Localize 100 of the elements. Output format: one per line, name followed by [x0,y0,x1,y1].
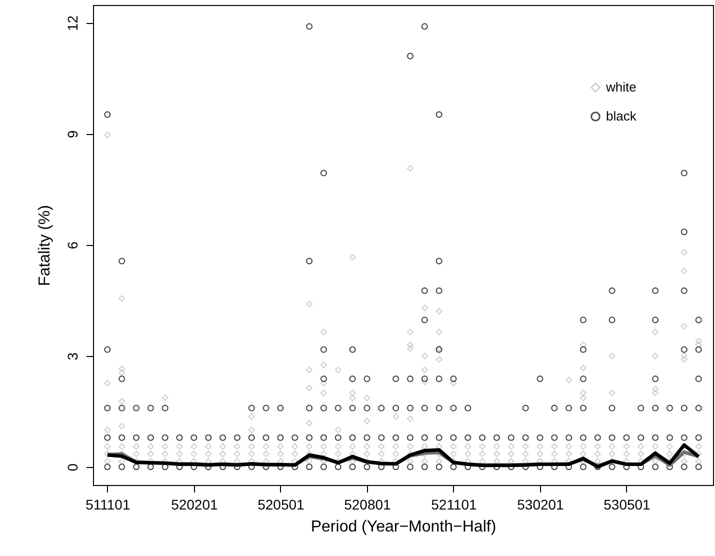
point [364,404,370,412]
point [695,443,702,450]
point [320,443,327,450]
point [176,443,183,450]
point [132,434,140,441]
point [349,346,356,353]
point [118,366,126,372]
point [580,450,587,458]
point [104,346,111,353]
point [536,450,544,458]
point [406,434,414,441]
point [147,443,154,450]
point [104,132,111,138]
point [306,420,313,426]
point [436,111,442,118]
point [277,450,284,458]
point [349,376,356,382]
point [306,23,313,30]
point [147,434,154,441]
point [508,434,514,441]
point [652,287,659,294]
point [349,443,356,450]
point [479,434,486,441]
point [436,308,442,315]
point [450,450,457,458]
point [680,170,688,176]
x-tick-label: 520801 [344,496,392,512]
point [104,450,111,458]
point [450,464,457,470]
point [118,258,126,264]
point [219,443,226,450]
point [522,450,529,458]
point [364,418,370,424]
point [566,450,572,458]
point [638,450,644,458]
point [392,443,400,450]
point [176,450,183,458]
point [104,464,111,470]
y-tick-label: 0 [64,463,80,472]
point [652,390,659,396]
point [205,434,212,441]
point [378,443,385,450]
point [608,316,616,324]
point [147,404,154,412]
point [378,434,385,441]
point [508,443,514,450]
point [580,394,587,402]
point [580,341,587,348]
point [118,376,126,382]
point [162,464,168,470]
x-tick-label: 511101 [86,496,130,512]
y-tick-label: 6 [64,241,80,250]
point [292,443,298,450]
point [118,398,126,405]
point [334,366,342,374]
point [205,450,212,458]
point [147,450,154,458]
point [190,443,198,450]
point [320,380,327,387]
point [608,434,616,441]
point [364,434,370,441]
point [421,464,428,470]
point [248,443,255,450]
legend-label: black [606,108,637,124]
point [436,328,442,336]
point [695,316,702,324]
point [176,434,183,441]
point [392,413,400,420]
point [436,458,442,465]
point [608,352,616,360]
point [421,404,428,412]
point [320,346,327,353]
point [334,426,342,434]
point [680,464,688,470]
point [132,450,140,458]
point [104,434,111,441]
x-tick-label: 520201 [171,496,218,512]
point [666,443,674,450]
point [638,404,644,412]
y-tick-label: 3 [64,352,80,360]
point [464,434,472,441]
point [580,316,587,324]
point [493,434,500,441]
point [406,464,414,470]
point [262,443,270,450]
point [406,164,414,172]
point [580,364,587,372]
point [349,390,356,396]
point [450,380,457,387]
point [349,254,356,261]
point [680,267,688,274]
point [118,443,126,450]
point [695,341,702,348]
point [349,434,356,441]
point [551,443,558,450]
point [608,450,616,458]
point [580,390,587,396]
point [118,458,126,465]
point [162,443,168,450]
point [522,434,529,441]
